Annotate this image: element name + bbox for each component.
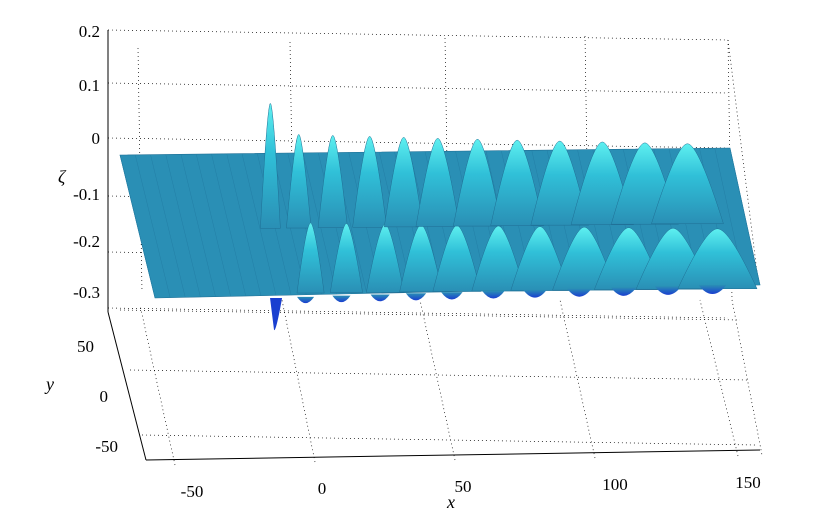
wave-crest — [260, 103, 281, 229]
wave-crest — [329, 223, 363, 293]
x-tick-label: 50 — [455, 477, 472, 496]
mesh-line — [180, 154, 216, 297]
wave-trough — [482, 290, 505, 299]
wave-trough — [297, 296, 315, 304]
y-tick-label: -50 — [95, 437, 118, 456]
wave-crest — [490, 139, 545, 226]
x-tick-label: -50 — [181, 482, 204, 501]
wave-trough — [610, 287, 637, 296]
z-axis: 0.2 0.1 0 -0.1 -0.2 -0.3 ζ — [58, 22, 100, 302]
wave-trough — [654, 286, 682, 295]
z-axis-label: ζ — [58, 167, 67, 187]
wave-trough — [405, 293, 427, 301]
wave-crest — [677, 228, 758, 290]
mesh-line — [150, 154, 186, 298]
surface-mesh — [119, 103, 761, 331]
mesh-line — [211, 153, 246, 297]
wave-crest — [651, 143, 724, 225]
mesh-line — [196, 154, 231, 297]
wave-trough — [441, 292, 463, 300]
wave-crest — [415, 138, 460, 227]
x-tick-label: 150 — [735, 473, 761, 492]
z-tick-label: -0.1 — [73, 185, 100, 204]
x-axis: -50 0 50 100 150 x — [181, 473, 761, 512]
wave-trough — [566, 288, 592, 297]
y-axis-label: y — [44, 374, 54, 394]
y-tick-label: 0 — [100, 387, 109, 406]
wave-trough — [370, 294, 390, 302]
x-axis-label: x — [446, 492, 455, 512]
wave-crest — [317, 135, 348, 228]
y-tick-label: 50 — [77, 337, 94, 356]
mesh-line — [165, 154, 201, 298]
y-axis: 50 0 -50 y — [44, 337, 118, 456]
wave-trough — [698, 285, 727, 294]
z-tick-label: 0 — [92, 129, 101, 148]
z-tick-label: 0.1 — [79, 76, 100, 95]
z-tick-label: -0.2 — [73, 232, 100, 251]
wave-crest — [296, 222, 325, 294]
mesh-line — [119, 154, 156, 299]
x-tick-label: 0 — [318, 479, 327, 498]
mesh-line — [729, 147, 761, 286]
mesh-line — [226, 153, 262, 296]
z-tick-label: -0.3 — [73, 283, 100, 302]
wave-crest — [453, 138, 502, 227]
wave-crest — [286, 134, 312, 229]
wave-crest — [383, 137, 424, 228]
wave-trough — [332, 295, 351, 303]
wave-trough — [523, 289, 547, 298]
z-tick-label: 0.2 — [79, 22, 100, 41]
wave-crest — [352, 136, 388, 228]
wave-trough — [270, 298, 283, 331]
mesh-line — [135, 154, 171, 298]
x-tick-label: 100 — [602, 475, 628, 494]
wave-crest — [471, 225, 526, 292]
mesh-line — [241, 153, 277, 296]
